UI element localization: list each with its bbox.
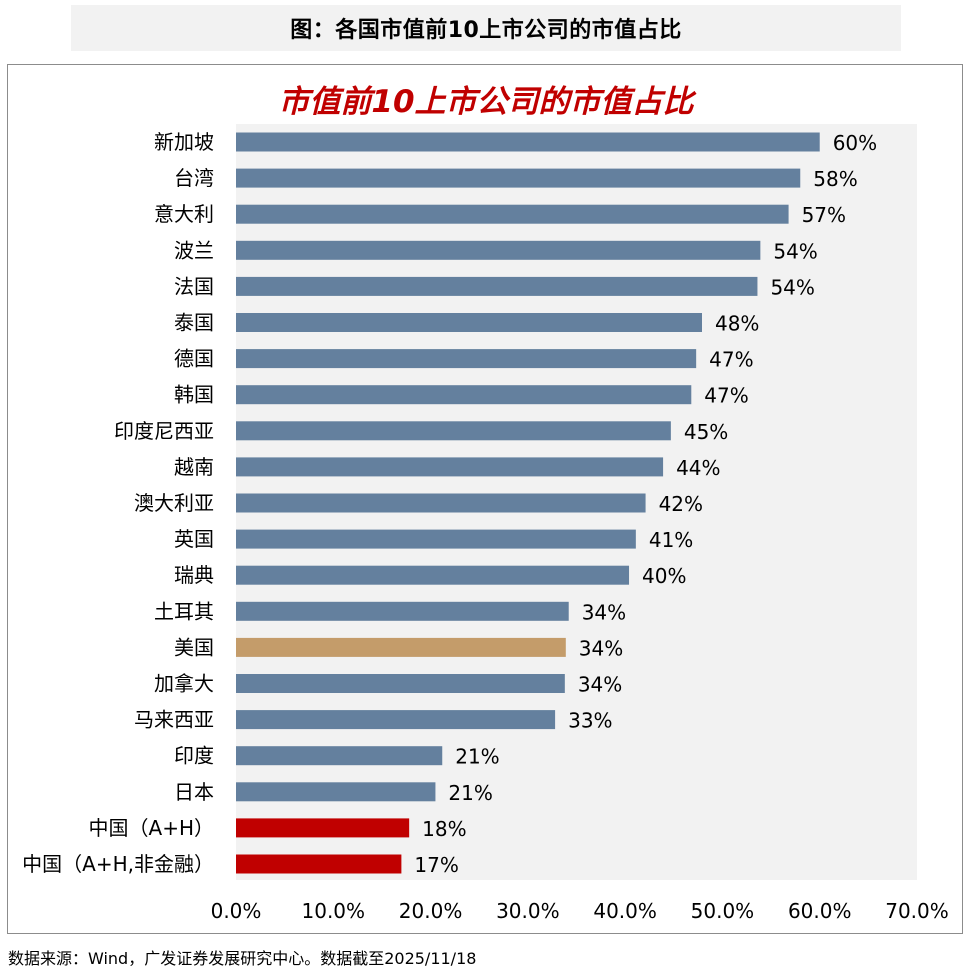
category-label: 加拿大 <box>154 672 214 696</box>
bar <box>236 457 664 477</box>
x-tick-label: 40.0% <box>593 899 657 923</box>
source-note: 数据来源：Wind，广发证券发展研究中心。数据截至2025/11/18 <box>8 949 477 968</box>
category-label: 波兰 <box>174 238 214 262</box>
data-label: 33% <box>568 709 612 733</box>
data-label: 44% <box>676 456 720 480</box>
category-label: 马来西亚 <box>134 708 214 732</box>
data-label: 34% <box>578 673 622 697</box>
bar <box>236 240 761 260</box>
x-tick-label: 10.0% <box>302 899 366 923</box>
data-label: 54% <box>773 239 817 263</box>
bar <box>236 674 565 693</box>
x-tick-label: 0.0% <box>211 899 262 923</box>
x-tick-label: 50.0% <box>691 899 755 923</box>
bar <box>236 746 443 766</box>
category-label: 美国 <box>174 635 214 659</box>
data-label: 21% <box>455 745 499 769</box>
data-label: 60% <box>833 131 877 155</box>
bar <box>236 710 556 730</box>
category-label: 英国 <box>174 527 214 551</box>
header-title: 图：各国市值前10上市公司的市值占比 <box>290 18 682 43</box>
data-label: 57% <box>802 203 846 227</box>
category-label: 印度尼西亚 <box>114 419 214 443</box>
data-label: 54% <box>770 275 814 299</box>
category-label: 土耳其 <box>154 599 214 623</box>
x-tick-label: 70.0% <box>885 899 949 923</box>
category-label: 瑞典 <box>174 563 214 587</box>
category-label: 日本 <box>174 780 214 804</box>
bar <box>236 529 636 549</box>
category-label: 越南 <box>174 455 214 479</box>
category-label: 印度 <box>174 744 214 768</box>
data-label: 40% <box>642 564 686 588</box>
bar <box>236 637 566 657</box>
bar <box>236 204 789 224</box>
data-label: 48% <box>715 312 759 336</box>
bar <box>236 276 758 296</box>
category-label: 韩国 <box>174 383 214 407</box>
data-label: 21% <box>448 781 492 805</box>
x-tick-label: 60.0% <box>788 899 852 923</box>
bar <box>236 313 702 332</box>
data-label: 42% <box>659 492 703 516</box>
category-label: 泰国 <box>174 311 214 335</box>
bar <box>236 782 436 802</box>
bar <box>236 818 410 838</box>
data-label: 18% <box>422 817 466 841</box>
category-label: 意大利 <box>154 202 214 226</box>
data-label: 17% <box>414 853 458 877</box>
category-label: 台湾 <box>174 166 214 190</box>
data-label: 34% <box>582 600 626 624</box>
data-label: 47% <box>704 384 748 408</box>
bar <box>236 421 671 441</box>
data-label: 34% <box>579 636 623 660</box>
bar <box>236 601 569 621</box>
x-tick-label: 20.0% <box>399 899 463 923</box>
header-bar: 图：各国市值前10上市公司的市值占比 <box>71 5 901 51</box>
category-label: 中国（A+H,非金融） <box>22 852 214 876</box>
bar <box>236 132 820 152</box>
category-label: 德国 <box>174 347 214 371</box>
data-label: 45% <box>684 420 728 444</box>
bar <box>236 493 646 513</box>
bar <box>236 854 402 874</box>
data-label: 47% <box>709 348 753 372</box>
category-label: 新加坡 <box>154 130 214 154</box>
x-tick-label: 30.0% <box>496 899 560 923</box>
chart-title: 市值前10上市公司的市值占比 <box>278 84 694 120</box>
bar <box>236 168 801 188</box>
category-label: 法国 <box>174 274 214 298</box>
category-label: 澳大利亚 <box>134 491 214 515</box>
bar <box>236 565 630 585</box>
data-label: 41% <box>649 528 693 552</box>
bar <box>236 385 692 405</box>
bar <box>236 349 697 369</box>
data-label: 58% <box>813 167 857 191</box>
category-label: 中国（A+H） <box>89 816 214 840</box>
